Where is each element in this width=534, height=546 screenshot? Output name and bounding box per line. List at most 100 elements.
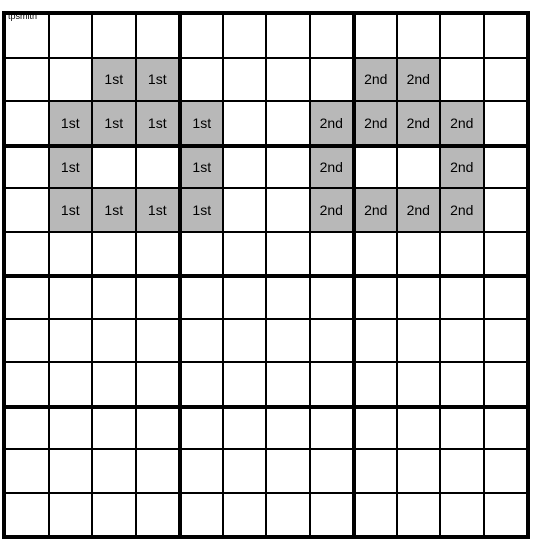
grid-cell [484, 145, 528, 189]
grid-cell [310, 362, 354, 406]
grid-cell [5, 275, 49, 319]
grid-cell [266, 14, 310, 58]
grid-cell [223, 101, 267, 145]
grid-cell: 2nd [310, 101, 354, 145]
grid-cell: 1st [179, 188, 223, 232]
grid-cell [266, 449, 310, 493]
grid-cell [179, 406, 223, 450]
grid-cell [92, 232, 136, 276]
grid-cell [440, 362, 484, 406]
grid-cell: 2nd [440, 188, 484, 232]
grid-cell: 1st [136, 101, 180, 145]
grid-cell [310, 14, 354, 58]
grid-cell: 1st [49, 101, 93, 145]
grid-cell: 2nd [353, 58, 397, 102]
grid-cell [49, 58, 93, 102]
grid-cell [484, 275, 528, 319]
grid-cell [397, 493, 441, 537]
grid-cell: 2nd [353, 101, 397, 145]
grid-cell: 1st [49, 188, 93, 232]
grid-cell [136, 406, 180, 450]
grid-cell: 2nd [310, 145, 354, 189]
grid-cell [266, 188, 310, 232]
grid-cell [310, 406, 354, 450]
grid-cell [397, 275, 441, 319]
grid-cell [266, 275, 310, 319]
grid-cell: 2nd [397, 101, 441, 145]
grid-cell [223, 449, 267, 493]
grid-cell: 2nd [440, 101, 484, 145]
grid-cell [5, 406, 49, 450]
grid-cell [266, 145, 310, 189]
grid-cell [440, 449, 484, 493]
grid-cell [92, 449, 136, 493]
grid-cell [92, 362, 136, 406]
grid-cell [136, 275, 180, 319]
grid-cell [310, 232, 354, 276]
puzzle-container: tpsmith 1st1st2nd2nd1st1st1st1st2nd2nd2n… [2, 11, 532, 539]
grid-cell [223, 232, 267, 276]
grid-cell [179, 493, 223, 537]
grid-cell [179, 275, 223, 319]
grid-cell [440, 493, 484, 537]
grid-cell [136, 14, 180, 58]
grid-cell [484, 58, 528, 102]
grid-cell [136, 319, 180, 363]
grid-cell [484, 406, 528, 450]
grid-cell [179, 449, 223, 493]
grid-cell [223, 188, 267, 232]
grid-cell [310, 58, 354, 102]
grid-cell [353, 449, 397, 493]
grid-cell [179, 14, 223, 58]
grid-cell [397, 362, 441, 406]
grid-cell [5, 145, 49, 189]
grid-cell: 1st [179, 101, 223, 145]
grid-cell: 1st [92, 188, 136, 232]
grid-cell [266, 362, 310, 406]
grid-cell [353, 232, 397, 276]
grid-cell [5, 319, 49, 363]
grid-cell [92, 493, 136, 537]
grid-cell [136, 145, 180, 189]
grid-cell: 1st [136, 58, 180, 102]
grid-cell [5, 362, 49, 406]
grid-cell [49, 319, 93, 363]
grid-cell [49, 275, 93, 319]
grid-cell [397, 319, 441, 363]
grid-cell [310, 319, 354, 363]
grid-cell [484, 319, 528, 363]
grid-cell [92, 275, 136, 319]
grid-cell: 1st [136, 188, 180, 232]
grid-cell [353, 14, 397, 58]
grid-cell [484, 101, 528, 145]
grid-cell: 1st [179, 145, 223, 189]
grid-cell [440, 275, 484, 319]
grid-cell [179, 232, 223, 276]
grid-cell [310, 275, 354, 319]
grid-cell [484, 449, 528, 493]
grid-cell [5, 493, 49, 537]
grid-cell [5, 188, 49, 232]
grid-cell: 2nd [397, 58, 441, 102]
grid-cell [49, 493, 93, 537]
grid-cell [223, 493, 267, 537]
grid-cell [223, 406, 267, 450]
grid-cell [440, 58, 484, 102]
grid-cell [484, 188, 528, 232]
grid-cell [179, 58, 223, 102]
grid-cell [397, 406, 441, 450]
grid-cell [440, 232, 484, 276]
grid-cell: 1st [92, 101, 136, 145]
grid-cell [136, 362, 180, 406]
grid-cell [353, 319, 397, 363]
grid-cell [223, 275, 267, 319]
grid-cell [353, 275, 397, 319]
grid-cell [49, 406, 93, 450]
grid-cell [440, 319, 484, 363]
grid-cell [484, 493, 528, 537]
grid-cell [266, 58, 310, 102]
grid-cell [397, 232, 441, 276]
grid-cell [223, 58, 267, 102]
grid-cell: 1st [92, 58, 136, 102]
grid-cell [223, 319, 267, 363]
